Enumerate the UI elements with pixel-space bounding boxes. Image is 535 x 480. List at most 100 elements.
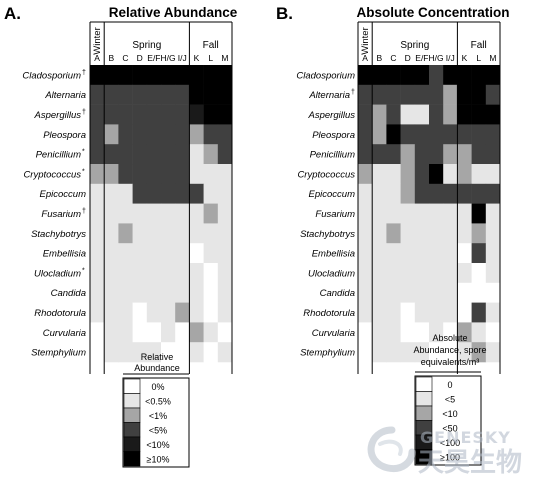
- season-label-spring: Spring: [132, 40, 161, 51]
- heatmap-cell: [471, 263, 487, 284]
- heatmap-cell: [90, 223, 105, 244]
- heatmap-cell: [175, 144, 190, 165]
- heatmap-cell: [217, 282, 233, 303]
- heatmap-cell: [457, 104, 472, 125]
- column-label: H/G: [429, 53, 444, 63]
- row-label: Candida: [51, 288, 86, 299]
- legend-label: <100: [440, 438, 460, 448]
- heatmap-cell: [217, 183, 233, 204]
- heatmap-cell: [372, 302, 387, 323]
- heatmap-cell: [400, 144, 416, 165]
- heatmap-cell: [175, 65, 190, 86]
- heatmap-cell: [90, 302, 105, 323]
- heatmap-cell: [189, 223, 204, 244]
- season-label-spring: Spring: [400, 40, 429, 51]
- heatmap-cell: [386, 282, 401, 303]
- heatmap-cell: [161, 203, 176, 224]
- row-mark: †: [82, 208, 86, 215]
- heatmap-cell: [175, 104, 190, 125]
- legend-label: <0.5%: [145, 396, 171, 406]
- heatmap-cell: [386, 342, 401, 363]
- heatmap-cell: [414, 183, 430, 204]
- heatmap-cell: [443, 282, 458, 303]
- legend-label: ≥100: [440, 452, 460, 462]
- row-label: Cryptococcus: [23, 169, 81, 180]
- heatmap-cell: [471, 282, 487, 303]
- heatmap-cell: [104, 203, 119, 224]
- heatmap-cell: [386, 65, 401, 86]
- heatmap-cell: [175, 223, 190, 244]
- legend-swatch: [123, 451, 141, 467]
- row-label: Epicoccum: [309, 189, 356, 200]
- heatmap-cell: [457, 124, 472, 145]
- panel-label: B.: [276, 4, 293, 23]
- heatmap-cell: [429, 322, 444, 343]
- heatmap-cell: [443, 243, 458, 264]
- heatmap-cell: [189, 183, 204, 204]
- row-mark: †: [82, 109, 86, 116]
- heatmap-cell: [146, 144, 162, 165]
- column-label: B: [376, 53, 382, 63]
- heatmap-cell: [203, 164, 219, 185]
- heatmap-cell: [132, 243, 148, 264]
- heatmap-cell: [386, 84, 401, 105]
- heatmap-cell: [400, 223, 416, 244]
- heatmap-cell: [118, 322, 133, 343]
- row-label: Rhodotorula: [34, 308, 86, 319]
- heatmap-cell: [386, 203, 401, 224]
- heatmap-cell: [400, 243, 416, 264]
- heatmap-cell: [414, 84, 430, 105]
- panel-label: A.: [4, 4, 21, 23]
- column-label: A: [94, 53, 100, 63]
- heatmap-cell: [429, 243, 444, 264]
- heatmap-cell: [457, 302, 472, 323]
- heatmap-cell: [90, 84, 105, 105]
- heatmap-cell: [386, 263, 401, 284]
- heatmap-cell: [189, 144, 204, 165]
- heatmap-cell: [146, 104, 162, 125]
- heatmap-cell: [443, 263, 458, 284]
- heatmap-cell: [372, 263, 387, 284]
- heatmap-cell: [104, 144, 119, 165]
- row-label: Candida: [320, 288, 355, 299]
- heatmap-cell: [132, 263, 148, 284]
- heatmap-cell: [161, 104, 176, 125]
- heatmap-cell: [358, 223, 373, 244]
- heatmap-cell: [217, 263, 233, 284]
- row-mark: *: [82, 168, 85, 175]
- column-label: B: [108, 53, 114, 63]
- heatmap-cell: [146, 124, 162, 145]
- heatmap-cell: [443, 104, 458, 125]
- row-label: Stemphylium: [300, 348, 355, 359]
- heatmap-cell: [471, 104, 487, 125]
- heatmap-cell: [443, 203, 458, 224]
- heatmap-cell: [189, 164, 204, 185]
- heatmap-cell: [161, 282, 176, 303]
- heatmap-cell: [372, 65, 387, 86]
- heatmap-cell: [358, 263, 373, 284]
- heatmap-cell: [118, 124, 133, 145]
- heatmap-cell: [485, 263, 501, 284]
- heatmap-cell: [372, 104, 387, 125]
- heatmap-cell: [90, 342, 105, 363]
- heatmap-cell: [132, 282, 148, 303]
- heatmap-cell: [414, 203, 430, 224]
- season-label-winter: Winter: [92, 27, 103, 54]
- heatmap-cell: [203, 302, 219, 323]
- heatmap-cell: [471, 164, 487, 185]
- heatmap-cell: [90, 243, 105, 264]
- heatmap-cell: [358, 104, 373, 125]
- watermark-logo: GENESKY 天昊生物: [367, 426, 522, 478]
- heatmap-cell: [400, 104, 416, 125]
- heatmap-cell: [485, 164, 501, 185]
- heatmap-cell: [400, 302, 416, 323]
- heatmap-cell: [118, 282, 133, 303]
- row-mark: *: [82, 267, 85, 274]
- heatmap-cell: [146, 282, 162, 303]
- heatmap-cell: [175, 322, 190, 343]
- heatmap-cell: [429, 282, 444, 303]
- heatmap-cell: [457, 263, 472, 284]
- heatmap-cell: [203, 124, 219, 145]
- heatmap-cell: [90, 322, 105, 343]
- heatmap-cell: [485, 144, 501, 165]
